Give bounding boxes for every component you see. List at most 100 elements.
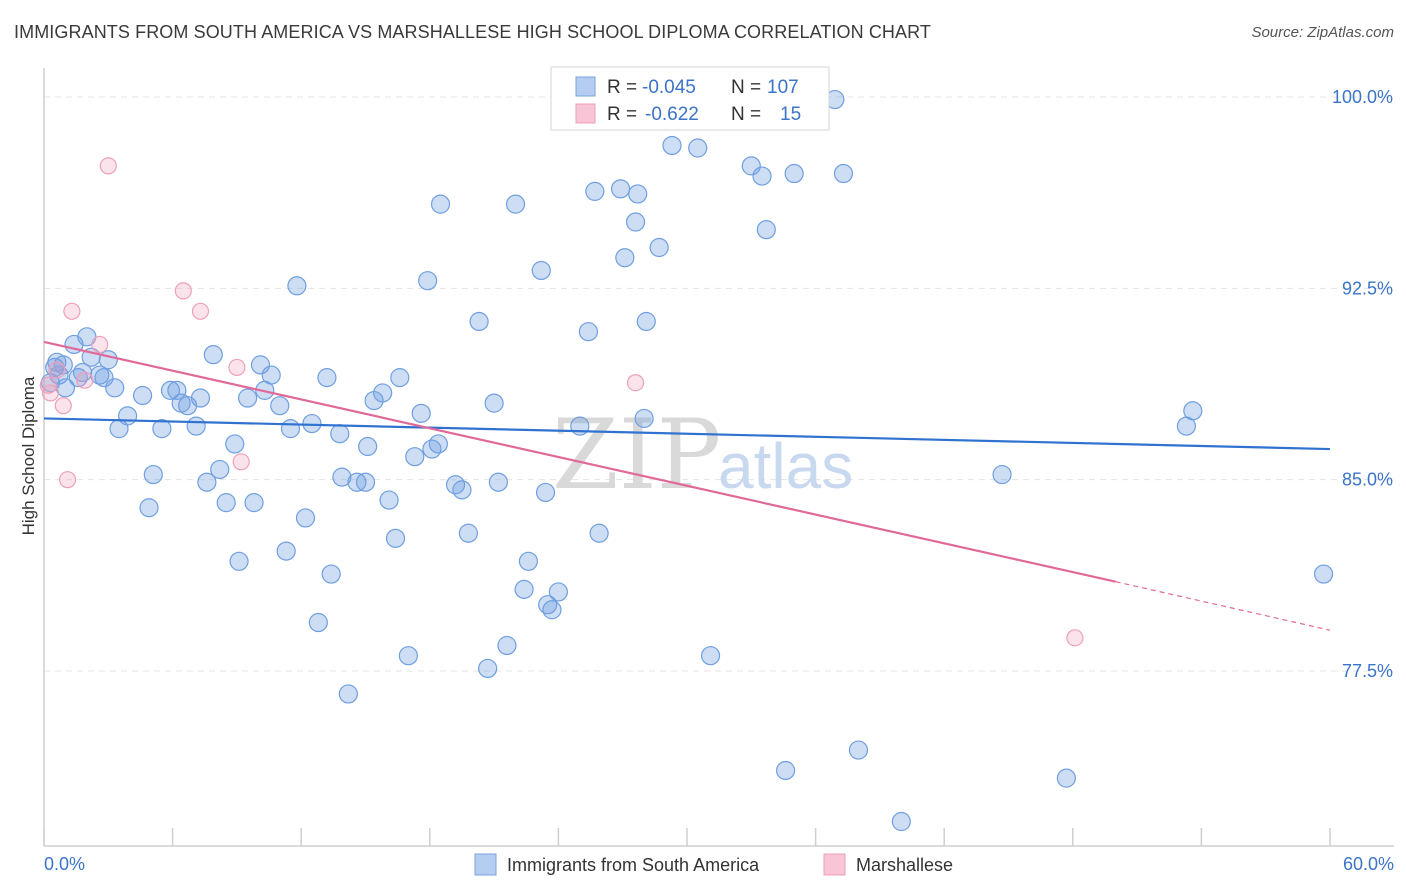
data-point-immigrants (152, 419, 172, 439)
data-point-marshallese (76, 371, 94, 389)
data-point-immigrants (190, 388, 211, 408)
data-point-immigrants (132, 385, 153, 406)
data-point-immigrants (302, 413, 322, 434)
data-point-immigrants (276, 541, 296, 561)
data-point-immigrants (625, 212, 646, 232)
x-tick-label-min: 0.0% (44, 854, 85, 874)
data-point-marshallese (99, 157, 117, 175)
y-tick-label: 77.5% (1342, 661, 1393, 681)
data-point-immigrants (379, 490, 399, 510)
data-point-immigrants (484, 393, 504, 413)
data-point-marshallese (228, 358, 246, 377)
data-point-immigrants (143, 464, 163, 485)
data-point-immigrants (430, 194, 451, 214)
data-point-immigrants (833, 163, 854, 184)
data-point-immigrants (452, 480, 472, 500)
data-point-immigrants (518, 551, 538, 571)
legend-r-value-1: -0.045 (642, 77, 696, 98)
trend-line-immigrants (43, 417, 1331, 451)
data-point-immigrants (330, 424, 350, 444)
bottom-legend-swatch-blue (474, 853, 497, 876)
data-point-immigrants (338, 684, 358, 704)
legend-swatch-blue (575, 76, 596, 97)
data-point-immigrants (261, 365, 281, 385)
data-point-immigrants (752, 166, 772, 186)
data-point-immigrants (203, 345, 223, 365)
data-point-immigrants (225, 434, 245, 454)
data-point-immigrants (210, 459, 230, 480)
x-tick-label-max: 60.0% (1343, 854, 1394, 874)
y-tick-label: 85.0% (1342, 470, 1393, 490)
legend-r-label-2: R = (607, 104, 637, 125)
data-point-immigrants (514, 579, 534, 599)
watermark-atlas: atlas (718, 430, 853, 502)
data-point-marshallese (1066, 629, 1084, 647)
y-axis-label: High School Diploma (19, 376, 38, 535)
data-point-immigrants (636, 311, 656, 332)
data-point-marshallese (191, 302, 210, 320)
data-point-immigrants (98, 350, 118, 370)
data-point-immigrants (505, 194, 526, 214)
data-point-immigrants (458, 523, 478, 543)
data-point-immigrants (548, 582, 569, 602)
data-point-immigrants (1313, 564, 1334, 584)
legend-box (550, 66, 830, 131)
data-point-marshallese (54, 397, 72, 415)
data-point-immigrants (398, 646, 418, 666)
chart-title: IMMIGRANTS FROM SOUTH AMERICA VS MARSHAL… (14, 22, 932, 42)
data-point-immigrants (358, 436, 378, 457)
data-point-marshallese (91, 335, 109, 354)
data-point-immigrants (411, 403, 431, 423)
data-point-immigrants (688, 138, 708, 158)
data-point-marshallese (174, 282, 192, 300)
data-point-immigrants (167, 380, 187, 400)
legend-n-value-1: 107 (767, 77, 799, 98)
data-point-immigrants (488, 472, 508, 492)
data-point-immigrants (405, 447, 425, 467)
data-point-immigrants (197, 472, 217, 492)
data-point-immigrants (756, 220, 776, 240)
data-point-immigrants (891, 811, 911, 832)
data-point-immigrants (117, 406, 138, 426)
bottom-legend: Immigrants from South America Marshalles… (474, 853, 953, 876)
legend-n-label-1: N = (731, 77, 761, 98)
bottom-legend-swatch-pink (823, 853, 846, 876)
data-point-immigrants (216, 493, 236, 513)
data-point-immigrants (775, 760, 796, 781)
data-point-immigrants (186, 416, 206, 436)
legend-n-label-2: N = (731, 104, 761, 125)
data-point-immigrants (244, 493, 264, 513)
series-marshallese-points (39, 157, 1084, 647)
data-point-marshallese (232, 453, 250, 471)
data-point-immigrants (332, 467, 352, 487)
data-point-immigrants (295, 508, 316, 528)
data-point-immigrants (478, 658, 498, 679)
data-point-immigrants (308, 612, 328, 633)
y-tick-label: 92.5% (1342, 278, 1393, 298)
trend-line-marshallese-extension (1115, 581, 1331, 631)
data-point-immigrants (422, 439, 442, 459)
legend-r-label-1: R = (607, 77, 637, 98)
data-point-immigrants (428, 434, 448, 454)
series-immigrants-points (40, 89, 1334, 832)
data-point-immigrants (270, 396, 290, 416)
data-point-immigrants (497, 635, 517, 656)
data-point-immigrants (390, 368, 410, 388)
data-point-immigrants (634, 408, 654, 429)
data-point-marshallese (48, 361, 66, 379)
data-point-immigrants (589, 523, 609, 543)
data-point-immigrants (542, 600, 562, 620)
data-point-immigrants (610, 179, 631, 199)
data-point-immigrants (385, 528, 406, 548)
data-point-immigrants (784, 163, 804, 184)
legend-r-value-2: -0.622 (645, 104, 699, 125)
data-point-immigrants (992, 464, 1012, 485)
data-point-immigrants (469, 311, 489, 332)
data-point-immigrants (280, 419, 301, 439)
data-point-immigrants (662, 135, 682, 156)
data-point-immigrants (1183, 401, 1203, 421)
data-point-immigrants (139, 498, 159, 518)
data-point-marshallese (63, 302, 81, 320)
data-point-immigrants (317, 368, 337, 388)
trend-lines (43, 340, 1331, 631)
